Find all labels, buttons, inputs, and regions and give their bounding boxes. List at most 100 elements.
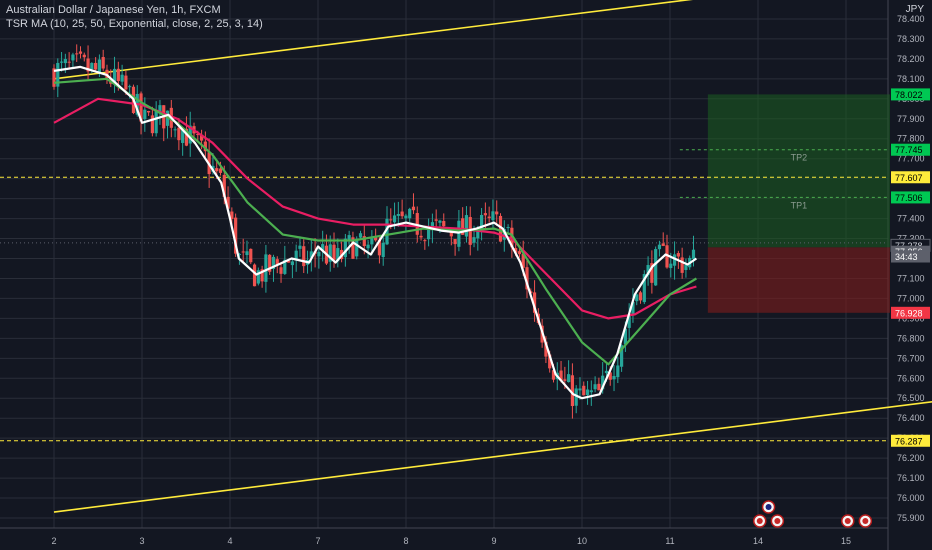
candle-body xyxy=(684,264,688,270)
time-axis[interactable]: 2 3 4 7 8 9 10 11 14 15 xyxy=(51,536,851,546)
candle-body xyxy=(404,215,408,219)
price-tick-label: 78.100 xyxy=(897,74,925,84)
candle-body xyxy=(283,259,287,274)
time-tick-label: 15 xyxy=(841,536,851,546)
price-tick-label: 78.200 xyxy=(897,54,925,64)
candle-body xyxy=(294,250,298,260)
upper-trendline[interactable] xyxy=(53,0,855,80)
candle-body xyxy=(143,109,147,120)
candle-body xyxy=(532,292,537,313)
candle-body xyxy=(309,251,313,258)
lower-trendline[interactable] xyxy=(53,398,932,513)
candle-body xyxy=(476,229,480,239)
candle-body xyxy=(502,228,506,240)
candle-body xyxy=(642,274,646,303)
candle-body xyxy=(419,235,423,238)
candle-body xyxy=(680,257,684,273)
stop-price-tag[interactable] xyxy=(891,306,930,319)
candle-body xyxy=(101,57,105,69)
currency-label[interactable]: JPY xyxy=(905,4,924,15)
candle-body xyxy=(75,53,79,55)
candle-body xyxy=(302,246,306,267)
countdown-tag[interactable] xyxy=(891,250,930,263)
candle-body xyxy=(256,270,260,284)
price-tick-label: 77.100 xyxy=(897,273,925,283)
candle-body xyxy=(506,227,510,229)
candle-body xyxy=(585,389,590,396)
candle-body xyxy=(358,233,363,238)
symbol-title[interactable]: Australian Dollar / Japanese Yen, 1h, FX… xyxy=(6,4,221,16)
candle-body xyxy=(472,237,476,243)
candle-body xyxy=(203,141,207,152)
price-tick-label: 76.700 xyxy=(897,353,925,363)
trendlines[interactable] xyxy=(53,0,932,513)
candle-body xyxy=(495,211,499,215)
candle-body xyxy=(241,251,245,253)
candle-body xyxy=(215,168,219,172)
candle-body xyxy=(112,68,117,85)
candle-body xyxy=(400,211,404,217)
candle-body xyxy=(574,388,578,406)
candle-body xyxy=(264,254,268,282)
candle-body xyxy=(627,315,631,328)
price-tick-label: 76.500 xyxy=(897,393,925,403)
level-lines[interactable]: TP2 TP1 xyxy=(0,149,888,442)
candle-body xyxy=(347,235,351,241)
price-axis[interactable]: 78.40078.30078.20078.10078.00077.90077.8… xyxy=(890,14,931,523)
candle-body xyxy=(623,328,627,345)
candle-body xyxy=(245,251,249,256)
candle-body xyxy=(287,260,291,263)
candle-body xyxy=(582,385,586,396)
candle-body xyxy=(601,375,605,390)
candle-body xyxy=(154,110,158,134)
indicator-legend[interactable]: TSR MA (10, 25, 50, Exponential, close, … xyxy=(6,18,263,30)
take-profit-price-tag-text: 77.506 xyxy=(895,193,923,203)
candle-body xyxy=(559,370,563,381)
candle-body xyxy=(343,238,347,258)
price-tick-label: 76.000 xyxy=(897,493,925,503)
loss-zone[interactable] xyxy=(707,247,890,313)
time-tick-label: 2 xyxy=(51,536,56,546)
candle-body xyxy=(430,222,434,230)
candle-body xyxy=(544,341,548,357)
price-tick-label: 76.100 xyxy=(897,473,925,483)
price-tick-label: 78.400 xyxy=(897,14,925,24)
candle-body xyxy=(691,249,696,259)
position-zones[interactable] xyxy=(707,94,890,313)
candle-body xyxy=(298,245,302,249)
candle-body xyxy=(147,110,151,113)
ma-slow-line xyxy=(53,97,697,320)
candle-body xyxy=(116,68,120,82)
candle-body xyxy=(279,267,283,274)
take-profit-price-tag[interactable] xyxy=(891,143,930,156)
candle-body xyxy=(415,213,419,235)
price-tick-label: 77.700 xyxy=(897,154,925,164)
candle-body xyxy=(290,261,294,266)
support-price-tag[interactable] xyxy=(891,434,930,447)
resistance-price-tag[interactable] xyxy=(891,171,930,184)
resistance-price-tag-text: 77.607 xyxy=(895,173,923,183)
candle-body xyxy=(487,216,491,219)
event-icon-center xyxy=(862,518,869,524)
candle-body xyxy=(97,59,102,73)
countdown-tag-text: 34:43 xyxy=(895,252,918,262)
candle-body xyxy=(82,54,86,58)
candle-body xyxy=(222,174,226,197)
candle-body xyxy=(597,383,601,391)
au-flag-icon-center xyxy=(765,504,772,510)
candle-body xyxy=(355,238,359,257)
candle-body xyxy=(453,239,457,245)
profit-zone[interactable] xyxy=(707,94,890,248)
candle-body xyxy=(52,68,56,87)
take-profit-label: TP2 xyxy=(791,153,808,163)
target-price-tag[interactable] xyxy=(891,88,930,101)
candle-body xyxy=(612,375,616,380)
take-profit-price-tag[interactable] xyxy=(891,191,930,204)
candle-body xyxy=(362,236,366,247)
candle-body xyxy=(525,267,529,290)
event-icons[interactable] xyxy=(753,500,932,528)
candle-body xyxy=(654,249,658,286)
candle-body xyxy=(631,301,635,314)
candle-body xyxy=(635,294,639,302)
